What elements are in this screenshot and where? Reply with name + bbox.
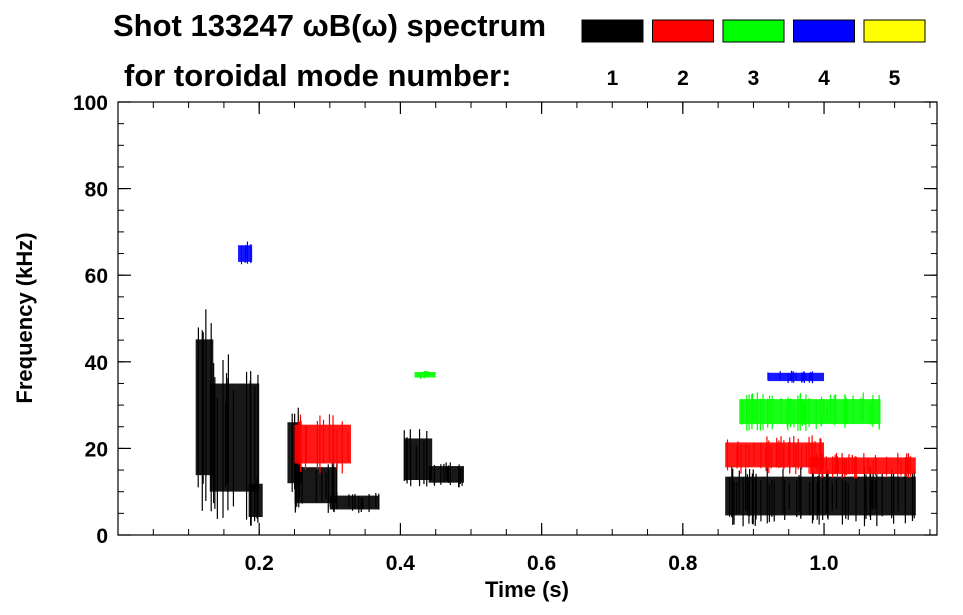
series-n=4 bbox=[238, 241, 825, 384]
x-tick-label: 0.6 bbox=[527, 552, 556, 575]
x-tick-labels: 0.2 0.4 0.6 0.8 1.0 bbox=[245, 552, 839, 575]
legend-swatch-mode-1 bbox=[581, 19, 644, 43]
y-tick-label: 80 bbox=[85, 179, 108, 202]
legend-swatch-mode-5 bbox=[863, 19, 926, 43]
y-tick-label: 20 bbox=[85, 438, 108, 461]
x-tick-label: 0.8 bbox=[668, 552, 698, 575]
chart-title-line1: Shot 133247 ωB(ω) spectrum bbox=[113, 8, 546, 43]
chart-title-line2: for toroidal mode number: bbox=[124, 58, 512, 93]
y-tick-label: 40 bbox=[85, 352, 108, 375]
spectral-blob bbox=[195, 339, 214, 476]
y-tick-label: 60 bbox=[85, 265, 108, 288]
x-tick-label: 1.0 bbox=[809, 552, 838, 575]
y-tick-label: 0 bbox=[96, 525, 108, 548]
plot-area bbox=[117, 101, 938, 536]
y-axis-label: Frequency (kHz) bbox=[12, 232, 37, 403]
legend-swatch-mode-2 bbox=[652, 19, 714, 43]
y-tick-label: 100 bbox=[73, 92, 108, 115]
y-tick-labels: 0 20 40 60 80 100 bbox=[73, 92, 108, 548]
spectral-blob bbox=[725, 476, 916, 516]
legend-label-mode-3: 3 bbox=[748, 67, 760, 90]
mode-legend: 1 2 3 4 5 bbox=[581, 19, 926, 90]
legend-label-mode-5: 5 bbox=[889, 67, 901, 90]
spectral-blob bbox=[403, 438, 433, 481]
spectral-blob bbox=[294, 424, 351, 464]
spectral-blob bbox=[248, 483, 263, 517]
series-n=2 bbox=[294, 414, 916, 479]
x-tick-label: 0.4 bbox=[386, 552, 416, 575]
series-n=1 bbox=[195, 309, 916, 527]
axis-ticks bbox=[118, 101, 937, 536]
legend-label-mode-1: 1 bbox=[607, 67, 619, 90]
spectral-blob bbox=[725, 442, 825, 468]
x-tick-label: 0.2 bbox=[245, 552, 274, 575]
legend-label-mode-4: 4 bbox=[818, 67, 830, 90]
legend-swatch-mode-4 bbox=[793, 19, 855, 43]
legend-swatch-mode-3 bbox=[722, 19, 785, 43]
x-axis-label: Time (s) bbox=[485, 577, 569, 602]
spectrogram-data bbox=[195, 241, 916, 527]
series-n=3 bbox=[414, 370, 881, 432]
legend-label-mode-2: 2 bbox=[677, 67, 689, 90]
